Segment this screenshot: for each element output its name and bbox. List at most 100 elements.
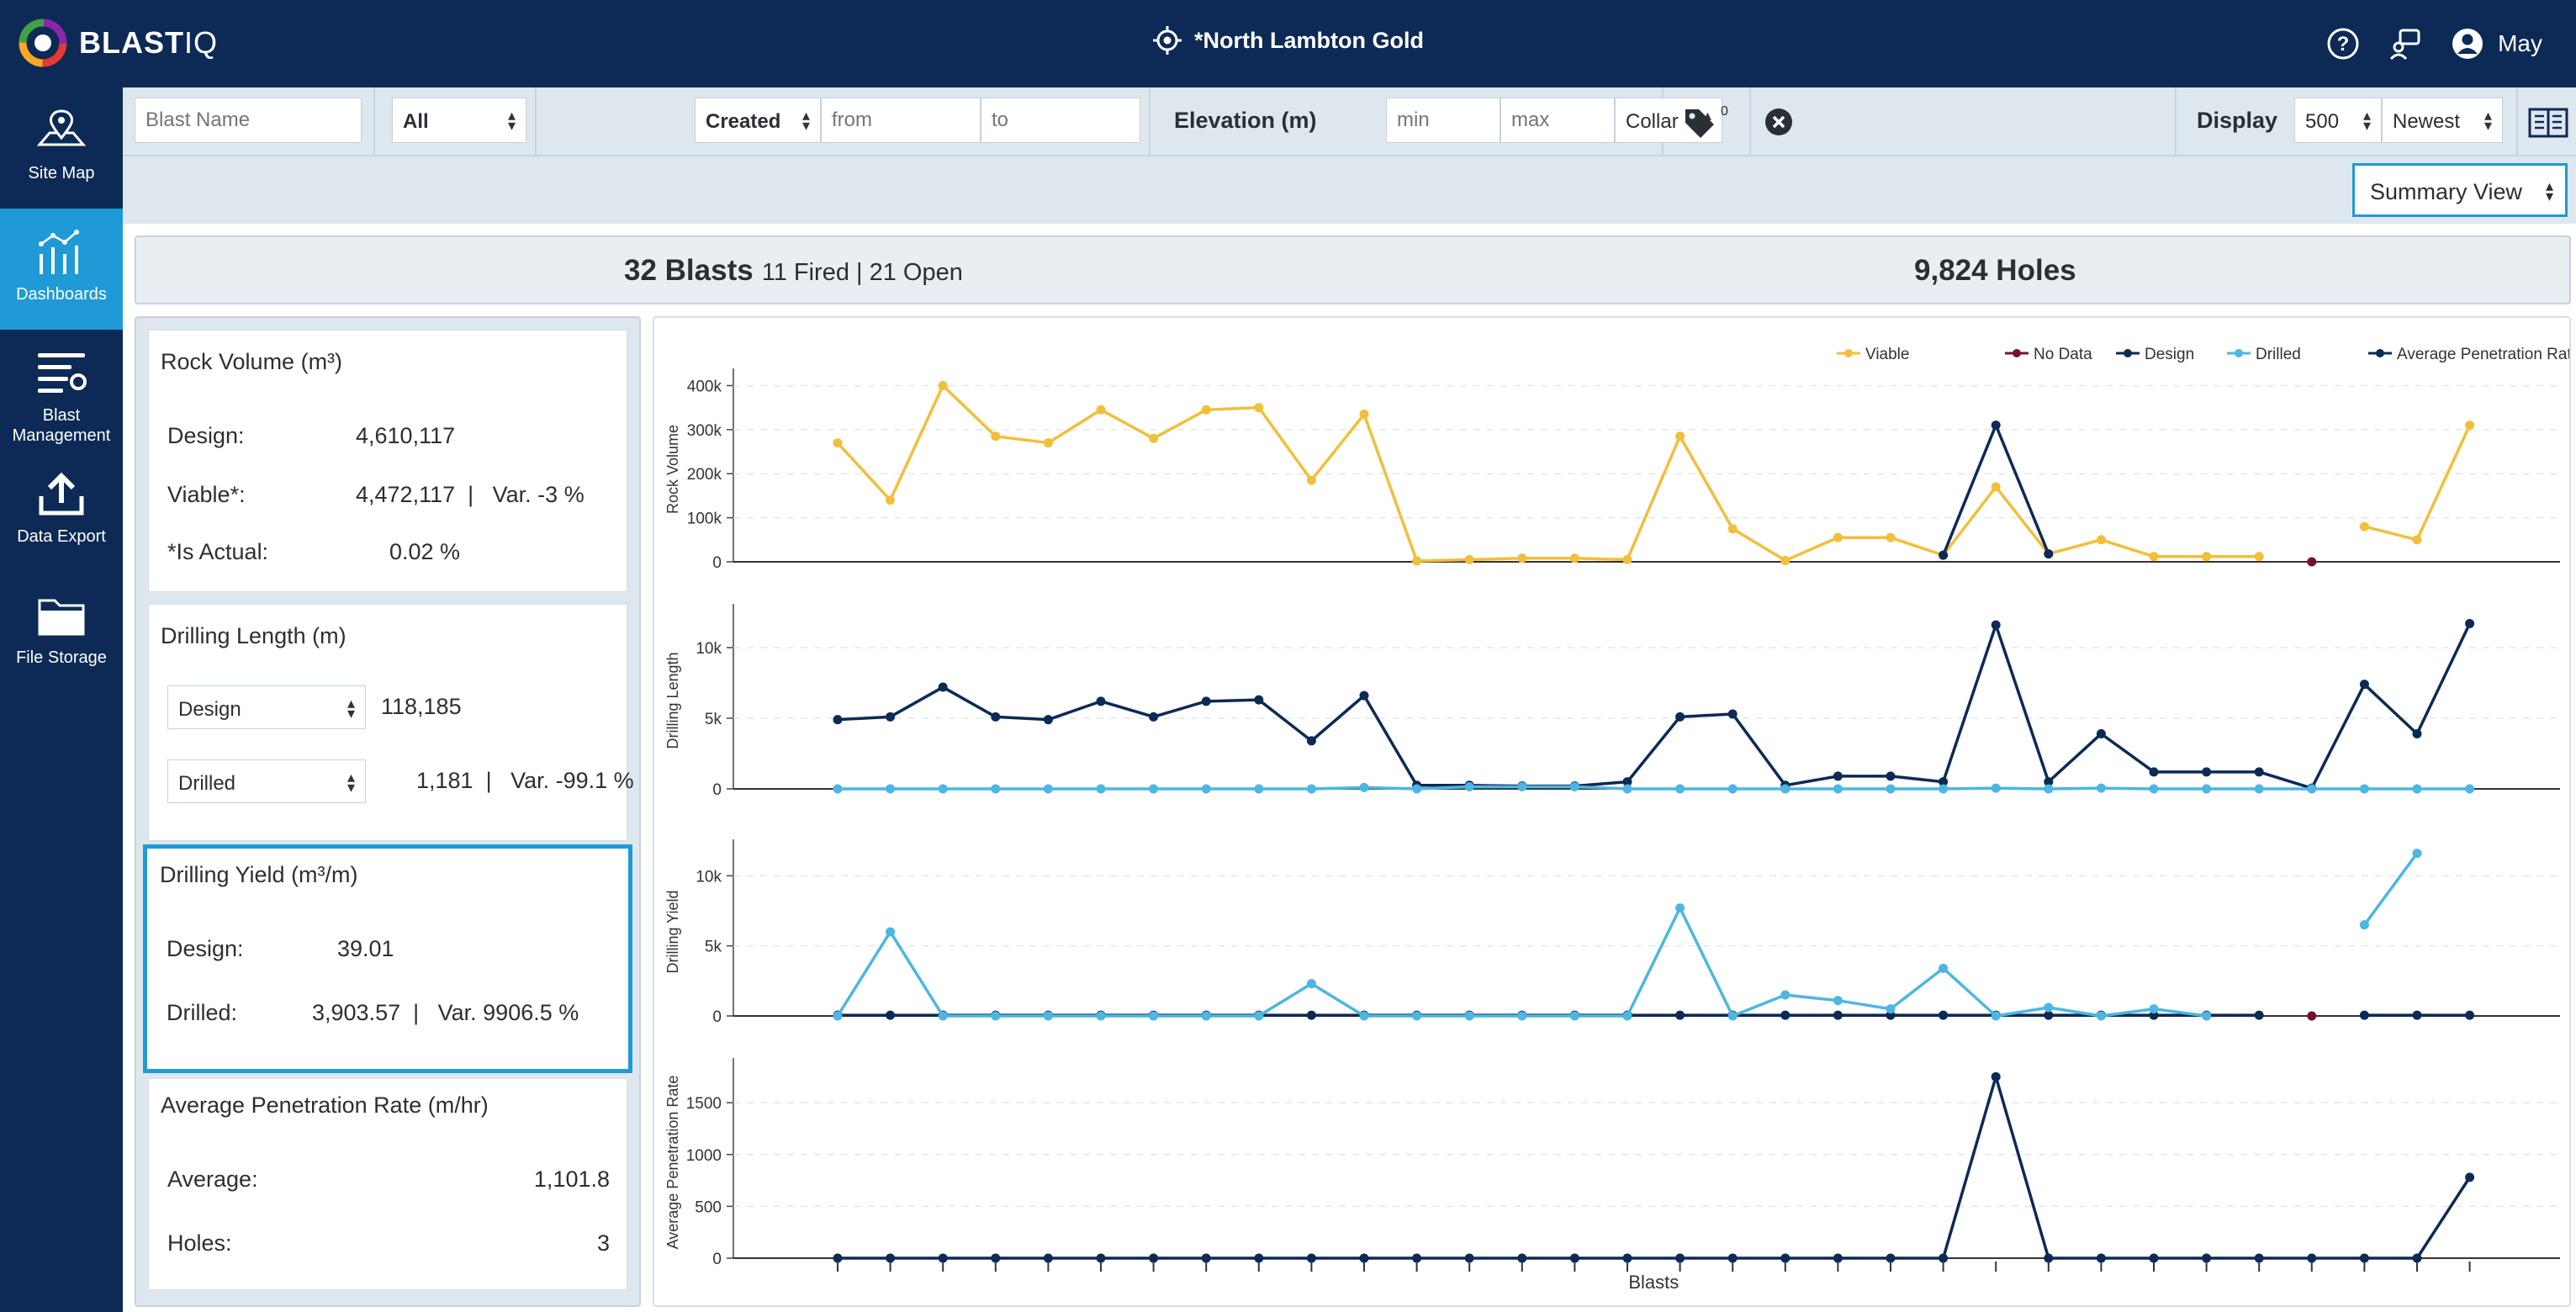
elevation-max-input[interactable] [1500,98,1615,143]
sidebar-item-label: Data Export [17,527,106,546]
y-tick-label: 0 [712,554,722,572]
data-point [2254,552,2264,562]
data-point [2412,849,2422,859]
data-point [1096,784,1106,794]
help-circle-icon[interactable]: ? [2326,27,2360,61]
y-tick-label: 1500 [686,1095,722,1113]
drilling-length-compare-select[interactable]: Drilled ▴ ▾ [167,759,366,803]
data-point [1569,781,1579,791]
book-icon[interactable] [2528,106,2568,140]
design-value: 39.01 [337,936,394,961]
dashboard-chart-icon [39,230,79,274]
sidebar-item-dashboards[interactable]: Dashboards [0,209,123,330]
date-type-value: Created [706,110,781,133]
card-title: Rock Volume (m³) [161,349,343,374]
data-point [2412,1253,2422,1263]
select-arrows-icon: ▴▾ [507,107,516,134]
date-type-select[interactable]: Created ▴ ▾ [695,98,821,143]
data-point [2359,1253,2369,1263]
status-select[interactable]: All ▴ ▾ [392,98,526,143]
data-point [2359,784,2369,794]
data-point [1043,715,1053,725]
sort-select[interactable]: Newest ▴ ▾ [2382,98,2503,143]
data-point [2359,920,2369,930]
filter-group-status: All ▴ ▾ [375,87,537,156]
data-point [1254,403,1264,413]
sidebar-item-blast-management[interactable]: Blast Management [0,330,123,451]
data-point [1833,996,1843,1006]
filter-divider [2175,87,2177,156]
sidebar-item-file-storage[interactable]: File Storage [0,572,123,693]
holes-label: Holes: [167,1230,232,1256]
data-point [2044,784,2054,794]
legend-label: Drilled [2256,346,2301,363]
y-tick-label: 10k [696,640,722,658]
data-point [2149,552,2159,562]
tag-icon[interactable] [1682,106,1716,140]
data-point [1254,695,1264,705]
data-point [1727,784,1738,794]
data-point [1096,696,1106,706]
summary-cards-panel: Rock Volume (m³) Design: 4,610,117 Viabl… [135,316,641,1307]
data-point [1569,1011,1579,1021]
data-point [1622,1011,1632,1021]
site-name: *North Lambton Gold [1194,27,1424,53]
support-chat-icon[interactable] [2388,27,2422,61]
drilling-yield-card[interactable]: Drilling Yield (m³/m) Design: 39.01 Dril… [143,844,632,1073]
data-point [2412,1010,2422,1020]
data-point [1306,475,1316,485]
data-point [991,784,1001,794]
data-point [1096,1011,1106,1021]
display-count-select[interactable]: 500 ▴ ▾ [2294,98,2382,143]
data-point [2254,784,2264,794]
data-point [886,712,896,722]
blast-name-input[interactable] [135,98,362,143]
display-label: Display [2197,108,2278,133]
card-title: Drilling Yield (m³/m) [160,862,358,887]
user-menu[interactable]: May [2451,27,2542,61]
legend-label: No Data [2034,346,2092,363]
series-line [837,622,2472,790]
data-point [2307,557,2317,567]
data-point [1149,712,1159,722]
series-line [838,785,2470,791]
blastiq-logo[interactable]: BLASTIQ [17,17,218,69]
filter-group-name [123,87,375,156]
elevation-min-input[interactable] [1386,98,1500,143]
site-selector[interactable]: *North Lambton Gold [1152,25,1424,56]
data-point [2359,680,2369,690]
data-point [1464,554,1474,564]
data-point [2149,784,2159,794]
clear-circle-icon[interactable] [1764,108,1793,136]
sidebar-item-site-map[interactable]: Site Map [0,87,123,209]
data-point [1675,903,1685,913]
data-point [2254,1010,2264,1020]
data-point [1201,696,1211,706]
card-title: Drilling Length (m) [161,623,346,648]
data-point [2096,1253,2106,1263]
series-line [836,906,2207,1018]
date-to-input[interactable] [981,98,1140,143]
data-point [2307,1011,2317,1021]
crosshair-icon [1153,26,1182,55]
series-line [2363,424,2472,542]
logo-text: BLASTIQ [79,25,219,60]
data-point [2254,767,2264,777]
map-pin-icon [36,109,87,146]
data-point [1991,1071,2001,1082]
data-point [2096,783,2106,793]
date-from-input[interactable] [821,98,981,143]
data-point [1833,771,1843,781]
data-point [1517,781,1527,791]
select-arrows-icon: ▴▾ [2362,107,2371,134]
data-point [2202,767,2212,777]
data-point [886,784,896,794]
is-actual-label: *Is Actual: [167,539,269,564]
tag-count: 0 [1721,104,1728,119]
folder-icon [38,599,85,636]
data-point [2359,1010,2369,1020]
data-point [2465,421,2475,431]
sidebar-item-data-export[interactable]: Data Export [0,451,123,572]
drilling-length-metric-select[interactable]: Design ▴ ▾ [167,685,366,729]
view-mode-select[interactable]: Summary View ▴ ▾ [2352,163,2568,217]
